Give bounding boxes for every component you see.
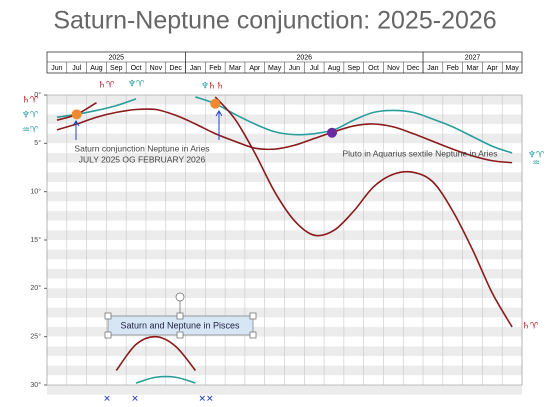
chart-title: Saturn-Neptune conjunction: 2025-2026: [53, 7, 496, 35]
month-label: Nov: [150, 65, 163, 72]
year-label: 2027: [465, 54, 481, 61]
month-label: Jan: [427, 65, 438, 72]
glyph: ♆♈: [22, 111, 39, 121]
handle: [104, 331, 112, 339]
stripe: [47, 385, 522, 395]
month-label: Jul: [310, 65, 319, 72]
y-tick-label: 25°: [30, 333, 41, 341]
conjunction-marker: [71, 109, 82, 120]
handle: [176, 331, 184, 339]
y-tick-label: 20°: [30, 284, 41, 292]
glyph: ♆: [201, 82, 209, 92]
month-label: Dec: [169, 65, 182, 72]
month-label: May: [505, 65, 519, 72]
month-label: Feb: [447, 65, 459, 72]
month-label: Mar: [466, 65, 479, 72]
y-tick-label: 0°: [34, 91, 41, 99]
series-line: [214, 96, 513, 328]
month-label: Apr: [249, 65, 261, 72]
year-label: 2026: [297, 54, 313, 61]
series-line: [135, 375, 196, 384]
y-tick-label: 10°: [30, 188, 41, 196]
month-label: Jun: [51, 65, 62, 72]
y-tick-label: 5°: [34, 139, 41, 147]
y-tick-label: 30°: [30, 381, 41, 389]
year-label: 2025: [108, 54, 124, 61]
series-line: [115, 335, 197, 372]
month-label: Sep: [110, 65, 123, 72]
month-label: Jul: [72, 65, 81, 72]
glyph: ♄♈: [522, 322, 539, 332]
month-label: Aug: [328, 65, 341, 72]
handle: [104, 312, 112, 320]
month-label: Mar: [229, 65, 242, 72]
series-line: [56, 98, 137, 119]
month-label: Sep: [348, 65, 361, 72]
month-label: Jun: [289, 65, 300, 72]
month-label: Nov: [387, 65, 400, 72]
handle: [249, 331, 257, 339]
glyph: ♄♈: [98, 81, 115, 91]
glyph: ♒♈: [22, 126, 39, 136]
glyph: ♒: [532, 159, 540, 169]
annotation: Saturn conjunction Neptune in Aries: [74, 143, 209, 153]
glyph: ♄♈: [22, 96, 39, 106]
month-label: Dec: [407, 65, 420, 72]
arrow-head: [72, 120, 80, 127]
text-box-label: Saturn and Neptune in Pisces: [120, 320, 240, 330]
month-label: Oct: [368, 65, 379, 72]
series-line: [56, 108, 513, 164]
glyph: ✕✕: [198, 395, 213, 405]
glyph: ✕: [103, 395, 111, 405]
glyph: ♆♈: [528, 151, 545, 161]
annotation: JULY 2025 OG FEBRUARY 2026: [79, 154, 206, 164]
month-label: Apr: [487, 65, 499, 72]
series-line: [195, 96, 513, 154]
arrow-head: [215, 110, 223, 117]
month-label: Aug: [90, 65, 103, 72]
handle: [176, 312, 184, 320]
month-label: Jan: [190, 65, 201, 72]
month-label: Feb: [209, 65, 221, 72]
month-label: May: [268, 65, 282, 72]
month-label: Oct: [131, 65, 142, 72]
conjunction-marker: [210, 98, 221, 109]
glyph: ✕: [131, 395, 139, 405]
glyph: ♆♈: [128, 80, 145, 90]
y-tick-label: 15°: [30, 236, 41, 244]
annotation: Pluto in Aquarius sextile Neptune in Ari…: [343, 148, 498, 158]
conjunction-marker: [327, 127, 337, 138]
handle: [249, 312, 257, 320]
rotate-handle: [175, 292, 185, 302]
glyph: ♄♄: [208, 82, 224, 92]
